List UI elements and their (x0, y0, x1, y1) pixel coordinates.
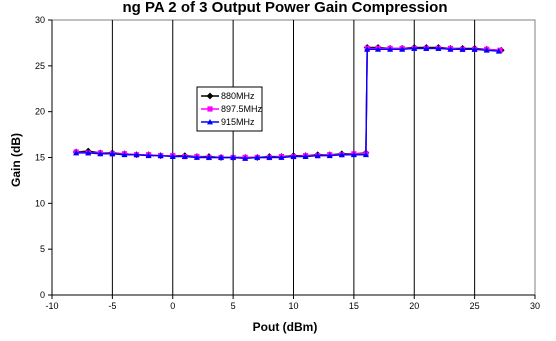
legend-item: 915MHz (201, 117, 255, 127)
legend-swatch-marker (206, 92, 214, 100)
data-point (423, 45, 430, 51)
series-layer (72, 44, 505, 161)
legend: 880MHz 897.5MHz 915MHz (196, 86, 263, 132)
y-axis-title: Gain (dB) (9, 133, 23, 187)
legend-item: 880MHz (201, 91, 255, 101)
data-point (326, 152, 333, 159)
y-tick-label: 30 (35, 15, 45, 25)
data-point (97, 150, 104, 157)
data-point (375, 46, 382, 52)
y-tick-label: 20 (35, 107, 45, 117)
data-point (85, 149, 92, 156)
data-point (362, 151, 369, 158)
data-point (459, 46, 466, 52)
data-point (157, 152, 164, 159)
data-point (266, 154, 273, 160)
legend-label: 897.5MHz (221, 104, 263, 114)
chart-title: ng PA 2 of 3 Output Power Gain Compressi… (122, 0, 447, 16)
data-point (435, 45, 442, 51)
data-point (254, 154, 261, 160)
data-point (193, 154, 200, 160)
data-point (121, 151, 128, 158)
x-tick-label: 0 (170, 301, 175, 311)
data-point (364, 46, 371, 52)
data-point (497, 47, 503, 53)
x-tick-label: -5 (108, 301, 116, 311)
x-tick-label: 20 (409, 301, 419, 311)
data-point (109, 150, 116, 157)
data-point (483, 47, 490, 53)
data-point (387, 46, 394, 52)
y-tick-label: 15 (35, 153, 45, 163)
data-point (290, 153, 297, 159)
y-tick-label: 5 (40, 244, 45, 254)
y-tick-label: 0 (40, 290, 45, 300)
y-tick-label: 25 (35, 61, 45, 71)
legend-label: 915MHz (221, 117, 255, 127)
x-tick-label: 25 (470, 301, 480, 311)
x-tick-label: 5 (231, 301, 236, 311)
data-point (447, 46, 454, 52)
x-tick-label: 15 (349, 301, 359, 311)
x-tick-label: -10 (45, 301, 58, 311)
legend-item: 897.5MHz (201, 104, 263, 114)
data-point (230, 154, 237, 160)
data-point (181, 153, 188, 159)
data-point (495, 48, 502, 54)
data-point (314, 152, 321, 159)
data-point (350, 151, 357, 158)
data-point (399, 46, 406, 52)
data-point (145, 152, 152, 159)
data-point (278, 154, 285, 160)
data-point (205, 154, 212, 160)
legend-swatch-marker (207, 106, 213, 112)
data-point (338, 151, 345, 158)
data-point (73, 149, 80, 156)
data-point (471, 46, 478, 52)
data-point (302, 153, 309, 159)
legend-label: 880MHz (221, 91, 255, 101)
data-point (411, 45, 418, 51)
x-tick-label: 30 (530, 301, 540, 311)
x-axis-title: Pout (dBm) (253, 320, 318, 334)
series-915mhz (73, 45, 502, 161)
data-point (218, 154, 225, 160)
axes: -10 -5 0 5 10 15 20 25 30 0 5 10 15 20 25 30 (35, 15, 540, 311)
x-tick-label: 10 (288, 301, 298, 311)
y-tick-label: 10 (35, 198, 45, 208)
data-point (133, 151, 140, 158)
data-point (242, 155, 249, 161)
data-point (169, 153, 176, 159)
legend-swatch-marker (207, 119, 213, 125)
